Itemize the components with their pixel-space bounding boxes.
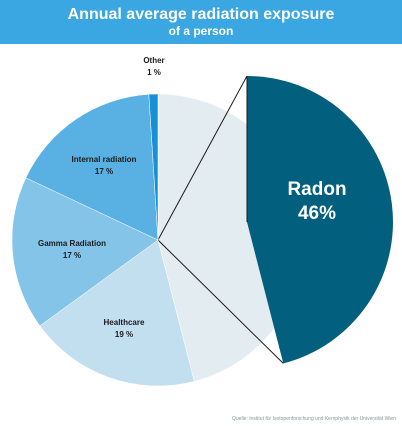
chart-header: Annual average radiation exposure of a p… xyxy=(0,0,402,44)
pie-slice-healthcare xyxy=(39,239,195,387)
chart-subtitle: of a person xyxy=(168,24,234,38)
slice-value-radon: 46% xyxy=(298,203,336,224)
slice-label-healthcare: Healthcare xyxy=(104,318,145,327)
connector-line-bottom xyxy=(157,239,284,364)
slice-label-other: Other xyxy=(143,56,164,65)
slice-value-healthcare: 19 % xyxy=(115,330,133,339)
slice-value-other: 1 % xyxy=(147,68,161,77)
exploded-slice-radon xyxy=(247,76,393,364)
slice-label-gamma-radiation: Gamma Radiation xyxy=(38,239,106,248)
pie-slice-gamma-radiation xyxy=(11,177,159,327)
slice-value-gamma-radiation: 17 % xyxy=(63,251,81,260)
pie-slice-other xyxy=(148,93,159,241)
slice-label-radon: Radon xyxy=(287,179,346,200)
pie-chart: Radon 46% Healthcare 19 % Gamma Radiation 17 … xyxy=(11,56,393,387)
source-note: Quelle: Institut für Isotopenforschung u… xyxy=(232,416,396,422)
slice-value-internal-radiation: 17 % xyxy=(95,167,113,176)
chart-title: Annual average radiation exposure xyxy=(67,6,335,23)
slice-label-internal-radiation: Internal radiation xyxy=(72,155,137,164)
pie-slice-internal-radiation xyxy=(25,94,159,241)
connector-line-top xyxy=(157,75,248,241)
